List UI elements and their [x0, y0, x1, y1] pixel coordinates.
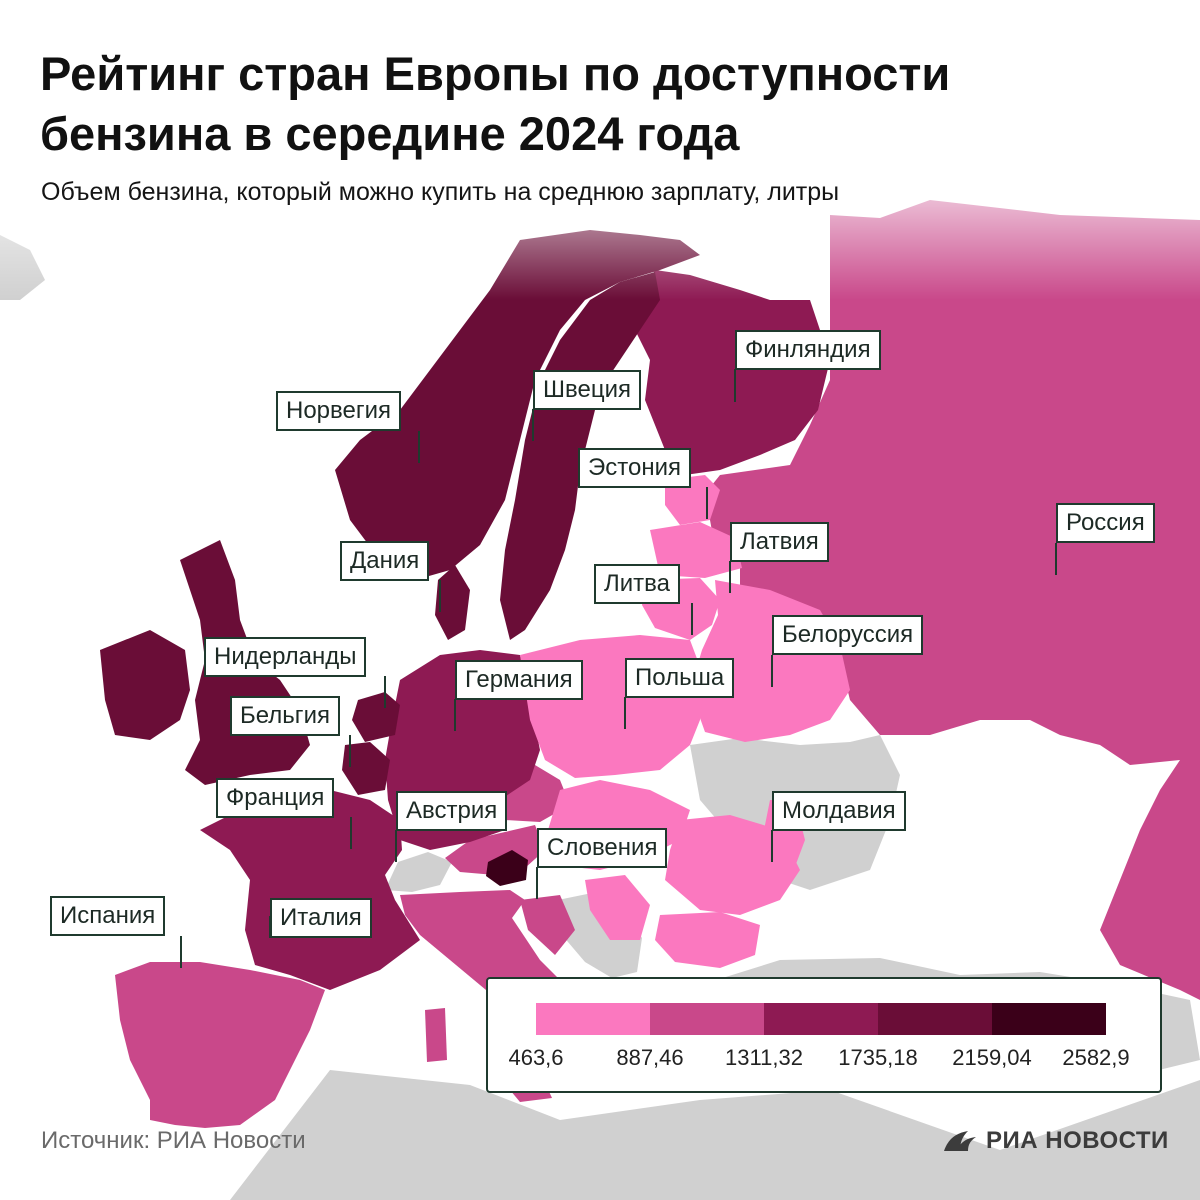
label-finland: Финляндия	[735, 330, 881, 370]
label-estonia: Эстония	[578, 448, 691, 488]
label-moldova: Молдавия	[772, 791, 906, 831]
land-switzerland	[385, 852, 452, 892]
region-finland	[635, 270, 830, 475]
top-fade	[0, 0, 1200, 300]
legend-swatch-1	[536, 1003, 650, 1035]
legend-swatch-2	[650, 1003, 764, 1035]
region-bulgaria	[655, 912, 760, 968]
label-spain: Испания	[50, 896, 166, 936]
label-belgium: Бельгия	[230, 696, 340, 736]
label-austria: Австрия	[396, 791, 508, 831]
label-netherlands: Нидерланды	[204, 637, 367, 677]
legend-tick: 2582,9	[1062, 1045, 1130, 1070]
label-russia: Россия	[1056, 503, 1155, 543]
label-sweden: Швеция	[533, 370, 641, 410]
region-spain	[115, 962, 325, 1128]
label-denmark: Дания	[340, 541, 430, 581]
region-serbia	[585, 875, 650, 940]
region-norway	[335, 230, 700, 580]
region-croatia	[520, 895, 575, 955]
legend: 463,6 887,46 1311,32 1735,18 2159,04 258…	[486, 977, 1162, 1093]
land-africa	[230, 1070, 1200, 1200]
region-ireland	[100, 630, 190, 740]
label-poland: Польша	[625, 658, 735, 698]
map-title: Рейтинг стран Европы по доступности бенз…	[40, 47, 951, 160]
region-france	[200, 790, 420, 990]
region-sardinia	[425, 1008, 447, 1062]
legend-swatch-5	[992, 1003, 1106, 1035]
legend-tick: 887,46	[616, 1045, 684, 1070]
ria-logo-icon	[944, 1131, 976, 1151]
label-italy: Италия	[270, 898, 372, 938]
logo-text: РИА НОВОСТИ	[986, 1127, 1169, 1154]
legend-tick: 1735,18	[838, 1045, 918, 1070]
label-norway: Норвегия	[276, 391, 402, 431]
label-germany: Германия	[455, 660, 583, 700]
region-denmark	[435, 565, 470, 640]
region-belgium	[342, 742, 390, 795]
label-belarus: Белоруссия	[772, 615, 924, 655]
ria-novosti-logo: РИА НОВОСТИ	[942, 1127, 1169, 1155]
label-france: Франция	[216, 778, 335, 818]
region-poland	[520, 635, 705, 778]
label-lithuania: Литва	[594, 564, 680, 604]
region-slovenia	[486, 850, 528, 886]
legend-swatch-4	[878, 1003, 992, 1035]
source-note: Источник: РИА Новости	[41, 1127, 306, 1154]
legend-swatch-3	[764, 1003, 878, 1035]
label-slovenia: Словения	[537, 828, 668, 868]
legend-tick: 463,6	[508, 1045, 564, 1070]
map-subtitle: Объем бензина, который можно купить на с…	[41, 178, 840, 206]
legend-tick: 2159,04	[952, 1045, 1032, 1070]
label-latvia: Латвия	[730, 522, 829, 562]
region-russia	[700, 200, 1200, 1000]
region-netherlands	[352, 692, 400, 742]
legend-tick: 1311,32	[725, 1045, 803, 1070]
legend-color-scale	[536, 1003, 1106, 1035]
